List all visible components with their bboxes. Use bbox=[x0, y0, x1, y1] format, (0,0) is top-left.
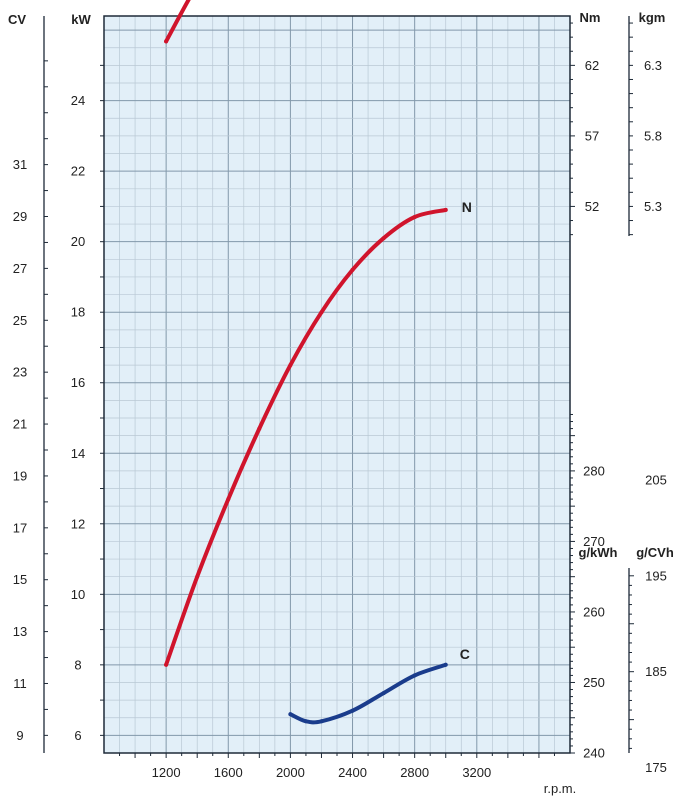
data-point-n bbox=[257, 426, 262, 431]
x-tick-label: 2400 bbox=[338, 765, 367, 780]
nm-tick-label: 52 bbox=[585, 199, 599, 214]
x-tick-label: 2000 bbox=[276, 765, 305, 780]
data-point-c bbox=[303, 719, 308, 724]
data-point-c bbox=[412, 673, 417, 678]
x-axis-label: r.p.m. bbox=[544, 781, 577, 796]
gkwh-tick-label: 270 bbox=[583, 534, 605, 549]
kw-tick-label: 16 bbox=[71, 375, 85, 390]
gcvh-tick-label: 175 bbox=[645, 760, 667, 775]
kw-tick-label: 8 bbox=[74, 657, 81, 672]
x-tick-label: 3200 bbox=[462, 765, 491, 780]
x-tick-label: 1200 bbox=[152, 765, 181, 780]
cv-tick-label: 27 bbox=[13, 261, 27, 276]
data-point-c bbox=[443, 662, 448, 667]
kw-tick-label: 18 bbox=[71, 305, 85, 320]
data-point-n bbox=[443, 207, 448, 212]
gcvh-tick-label: 185 bbox=[645, 664, 667, 679]
data-point-c bbox=[288, 712, 293, 717]
data-point-c bbox=[350, 708, 355, 713]
kw-tick-label: 14 bbox=[71, 446, 85, 461]
data-point-c bbox=[319, 719, 324, 724]
gkwh-axis-label: g/kWh bbox=[579, 545, 618, 560]
kw-tick-label: 10 bbox=[71, 587, 85, 602]
data-point-n bbox=[288, 363, 293, 368]
data-point-n bbox=[195, 574, 200, 579]
gkwh-tick-label: 240 bbox=[583, 746, 605, 761]
kgm-tick-label: 5.3 bbox=[644, 199, 662, 214]
x-tick-label: 2800 bbox=[400, 765, 429, 780]
kgm-tick-label: 6.3 bbox=[644, 58, 662, 73]
kgm-axis-label: kgm bbox=[639, 10, 666, 25]
nm-tick-label: 67 bbox=[585, 0, 599, 2]
kw-axis-label: kW bbox=[71, 12, 91, 27]
kw-tick-label: 12 bbox=[71, 516, 85, 531]
data-point-n bbox=[319, 310, 324, 315]
kw-tick-label: 20 bbox=[71, 234, 85, 249]
series-label-n: N bbox=[462, 199, 472, 215]
cv-tick-label: 29 bbox=[13, 209, 27, 224]
kw-tick-label: 24 bbox=[71, 93, 85, 108]
cv-tick-label: 17 bbox=[13, 520, 27, 535]
cv-axis-label: CV bbox=[8, 12, 26, 27]
cv-tick-label: 19 bbox=[13, 468, 27, 483]
cv-tick-label: 11 bbox=[13, 676, 27, 691]
nm-tick-label: 62 bbox=[585, 58, 599, 73]
gcvh-tick-label: 205 bbox=[645, 472, 667, 487]
cv-tick-label: 25 bbox=[13, 313, 27, 328]
nm-tick-label: 57 bbox=[585, 128, 599, 143]
cv-tick-label: 9 bbox=[16, 728, 23, 743]
cv-tick-label: 23 bbox=[13, 365, 27, 380]
kgm-tick-label: 6.8 bbox=[644, 0, 662, 2]
series-label-c: C bbox=[460, 646, 470, 662]
kw-tick-label: 22 bbox=[71, 164, 85, 179]
data-point-n bbox=[412, 215, 417, 219]
data-point-mn bbox=[164, 39, 169, 44]
series-line-n bbox=[164, 207, 448, 667]
data-point-n bbox=[350, 267, 355, 272]
nm-axis-label: Nm bbox=[580, 10, 601, 25]
gcvh-axis-label: g/CVh bbox=[636, 545, 674, 560]
x-tick-label: 1600 bbox=[214, 765, 243, 780]
cv-tick-label: 13 bbox=[13, 624, 27, 639]
gkwh-tick-label: 280 bbox=[583, 463, 605, 478]
kw-tick-label: 6 bbox=[74, 728, 81, 743]
data-point-n bbox=[226, 497, 231, 502]
cv-tick-label: 31 bbox=[13, 157, 27, 172]
data-point-n bbox=[164, 662, 169, 667]
cv-tick-label: 21 bbox=[13, 417, 27, 432]
series-layer: MNNC bbox=[164, 0, 472, 725]
axes: 1200 1600 2000 2400 2800 3200 r.p.m. kW 6 8 10 12 14… bbox=[8, 0, 674, 796]
data-point-n bbox=[381, 236, 386, 241]
gcvh-tick-label: 195 bbox=[645, 568, 667, 583]
gkwh-tick-label: 260 bbox=[583, 604, 605, 619]
cv-tick-label: 15 bbox=[13, 572, 27, 587]
gkwh-tick-label: 250 bbox=[583, 675, 605, 690]
data-point-c bbox=[381, 691, 386, 696]
grid bbox=[104, 16, 570, 753]
kgm-tick-label: 5.8 bbox=[644, 128, 662, 143]
